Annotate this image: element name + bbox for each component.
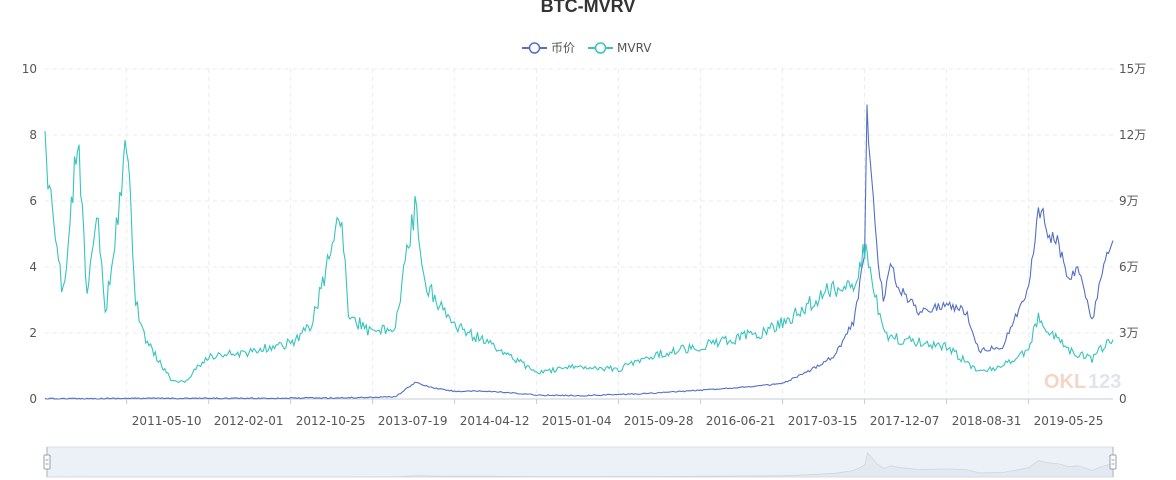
left-axis-tick-label: 0 — [29, 392, 37, 406]
x-axis-tick-label: 2012-10-25 — [296, 414, 366, 428]
left-axis-tick-label: 2 — [29, 326, 37, 340]
series-line-price — [44, 104, 1114, 400]
left-axis-tick-label: 8 — [29, 128, 37, 142]
x-axis-tick-label: 2015-09-28 — [624, 414, 694, 428]
left-y-axis: 0 2 4 6 8 10 — [22, 62, 37, 406]
left-axis-tick-label: 4 — [29, 260, 37, 274]
legend[interactable]: 币价 MVRV — [522, 41, 652, 55]
right-y-axis: 0 3万 6万 9万 12万 15万 — [1119, 62, 1146, 406]
zoom-handle-right[interactable] — [1109, 447, 1117, 477]
legend-marker-price — [528, 42, 541, 54]
left-axis-tick-label: 6 — [29, 194, 37, 208]
chart-title: BTC-MVRV — [541, 0, 636, 16]
x-axis-tick-label: 2019-05-25 — [1034, 414, 1104, 428]
x-axis-tick-label: 2017-03-15 — [788, 414, 858, 428]
right-axis-tick-label: 15万 — [1119, 62, 1146, 76]
x-axis-tick-label: 2012-02-01 — [214, 414, 284, 428]
watermark: OKL 123 — [1044, 371, 1121, 393]
watermark-text-b: 123 — [1088, 371, 1121, 393]
x-axis-tick-label: 2014-04-12 — [460, 414, 530, 428]
x-axis-tick-label: 2016-06-21 — [706, 414, 776, 428]
right-axis-tick-label: 12万 — [1119, 128, 1146, 142]
series-line-mvrv — [44, 130, 1114, 384]
legend-label-price: 币价 — [551, 41, 575, 55]
x-axis-tick-label: 2018-08-31 — [952, 414, 1022, 428]
right-axis-tick-label: 9万 — [1119, 194, 1139, 208]
zoom-slider-preview — [46, 451, 1114, 478]
right-axis-tick-label: 0 — [1119, 392, 1127, 406]
legend-marker-mvrv — [594, 42, 607, 54]
x-axis-tick-label: 2013-07-19 — [378, 414, 448, 428]
x-axis-tick-label: 2011-05-10 — [132, 414, 202, 428]
legend-item-mvrv[interactable]: MVRV — [588, 41, 652, 55]
legend-label-mvrv: MVRV — [617, 41, 652, 55]
zoom-slider[interactable] — [43, 446, 1117, 478]
x-axis-tick-label: 2015-01-04 — [542, 414, 612, 428]
left-axis-tick-label: 10 — [22, 62, 37, 76]
right-axis-tick-label: 6万 — [1119, 260, 1139, 274]
zoom-handle-left[interactable] — [43, 447, 51, 477]
zoom-slider-selection[interactable] — [47, 447, 1113, 477]
right-axis-tick-label: 3万 — [1119, 326, 1139, 340]
legend-item-price[interactable]: 币价 — [522, 41, 575, 55]
x-axis: 2011-05-10 2012-02-01 2012-10-25 2013-07-19… — [126, 399, 1104, 428]
x-axis-tick-label: 2017-12-07 — [870, 414, 940, 428]
watermark-text-a: OKL — [1044, 371, 1086, 393]
series-layer — [44, 104, 1114, 400]
